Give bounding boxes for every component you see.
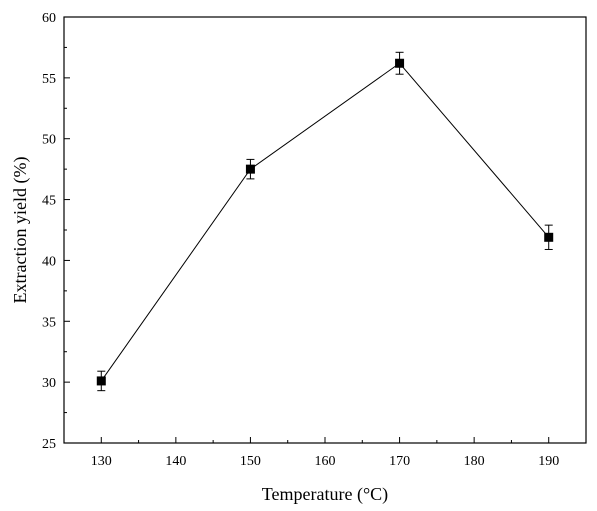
series-line: [100, 62, 550, 382]
y-tick-label: 35: [42, 315, 56, 330]
x-tick-label: 180: [464, 454, 485, 469]
y-axis-ticks: 25 30 35 40 45 50 55 60: [42, 11, 70, 452]
x-tick-label: 130: [91, 454, 112, 469]
y-axis-title: Extraction yield (%): [10, 157, 31, 304]
y-tick-label: 45: [42, 194, 56, 209]
x-axis-title: Temperature (°C): [262, 484, 388, 505]
data-point: [245, 164, 255, 174]
series-layer: [96, 51, 554, 392]
data-point: [544, 232, 554, 242]
data-point: [395, 58, 405, 68]
y-tick-label: 25: [42, 437, 56, 452]
x-tick-label: 140: [165, 454, 186, 469]
y-tick-label: 40: [42, 254, 56, 269]
x-axis-ticks: 130 140 150 160 170 180 190: [91, 437, 559, 469]
x-tick-label: 160: [315, 454, 336, 469]
y-tick-label: 55: [42, 72, 56, 87]
x-tick-label: 170: [389, 454, 410, 469]
y-tick-label: 30: [42, 376, 56, 391]
y-tick-label: 50: [42, 133, 56, 148]
plot-frame: [63, 16, 587, 444]
data-point: [96, 376, 106, 386]
y-tick-label: 60: [42, 11, 56, 26]
x-tick-label: 190: [538, 454, 559, 469]
x-tick-label: 150: [240, 454, 261, 469]
